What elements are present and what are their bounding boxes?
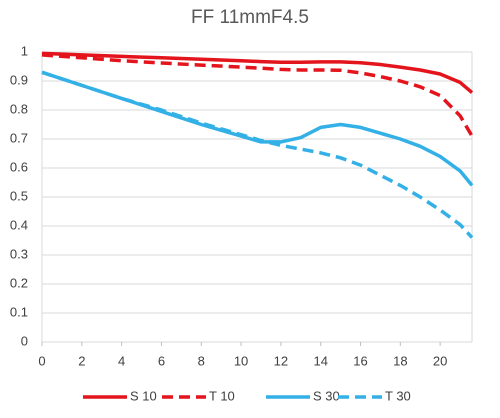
y-tick-label: 1 [21,43,28,58]
legend-label: S 30 [313,388,340,403]
y-tick-label: 0.3 [10,246,28,261]
x-tick-label: 6 [158,353,165,368]
y-tick-label: 0.6 [10,159,28,174]
y-tick-label: 0.1 [10,304,28,319]
y-tick-label: 0.5 [10,188,28,203]
x-tick-label: 14 [313,353,327,368]
series-line [41,51,474,94]
legend-label: T 30 [385,388,411,403]
x-tick-label: 0 [38,353,45,368]
y-tick-label: 0.8 [10,101,28,116]
series-line [41,70,474,239]
x-tick-label: 18 [393,353,407,368]
x-tick-label: 2 [78,353,85,368]
x-tick-label: 10 [234,353,248,368]
chart-title: FF 11mmF4.5 [191,7,309,28]
x-tick-label: 20 [433,353,447,368]
y-tick-label: 0.7 [10,130,28,145]
y-tick-label: 0.9 [10,72,28,87]
x-tick-label: 8 [198,353,205,368]
series-line [41,70,474,187]
x-tick-label: 12 [274,353,288,368]
y-tick-label: 0.2 [10,275,28,290]
series-line [41,53,474,137]
legend-label: T 10 [209,388,235,403]
x-tick-label: 4 [118,353,125,368]
x-tick-label: 16 [353,353,367,368]
legend-label: S 10 [130,388,157,403]
y-tick-label: 0 [21,333,28,348]
y-tick-label: 0.4 [10,217,28,232]
